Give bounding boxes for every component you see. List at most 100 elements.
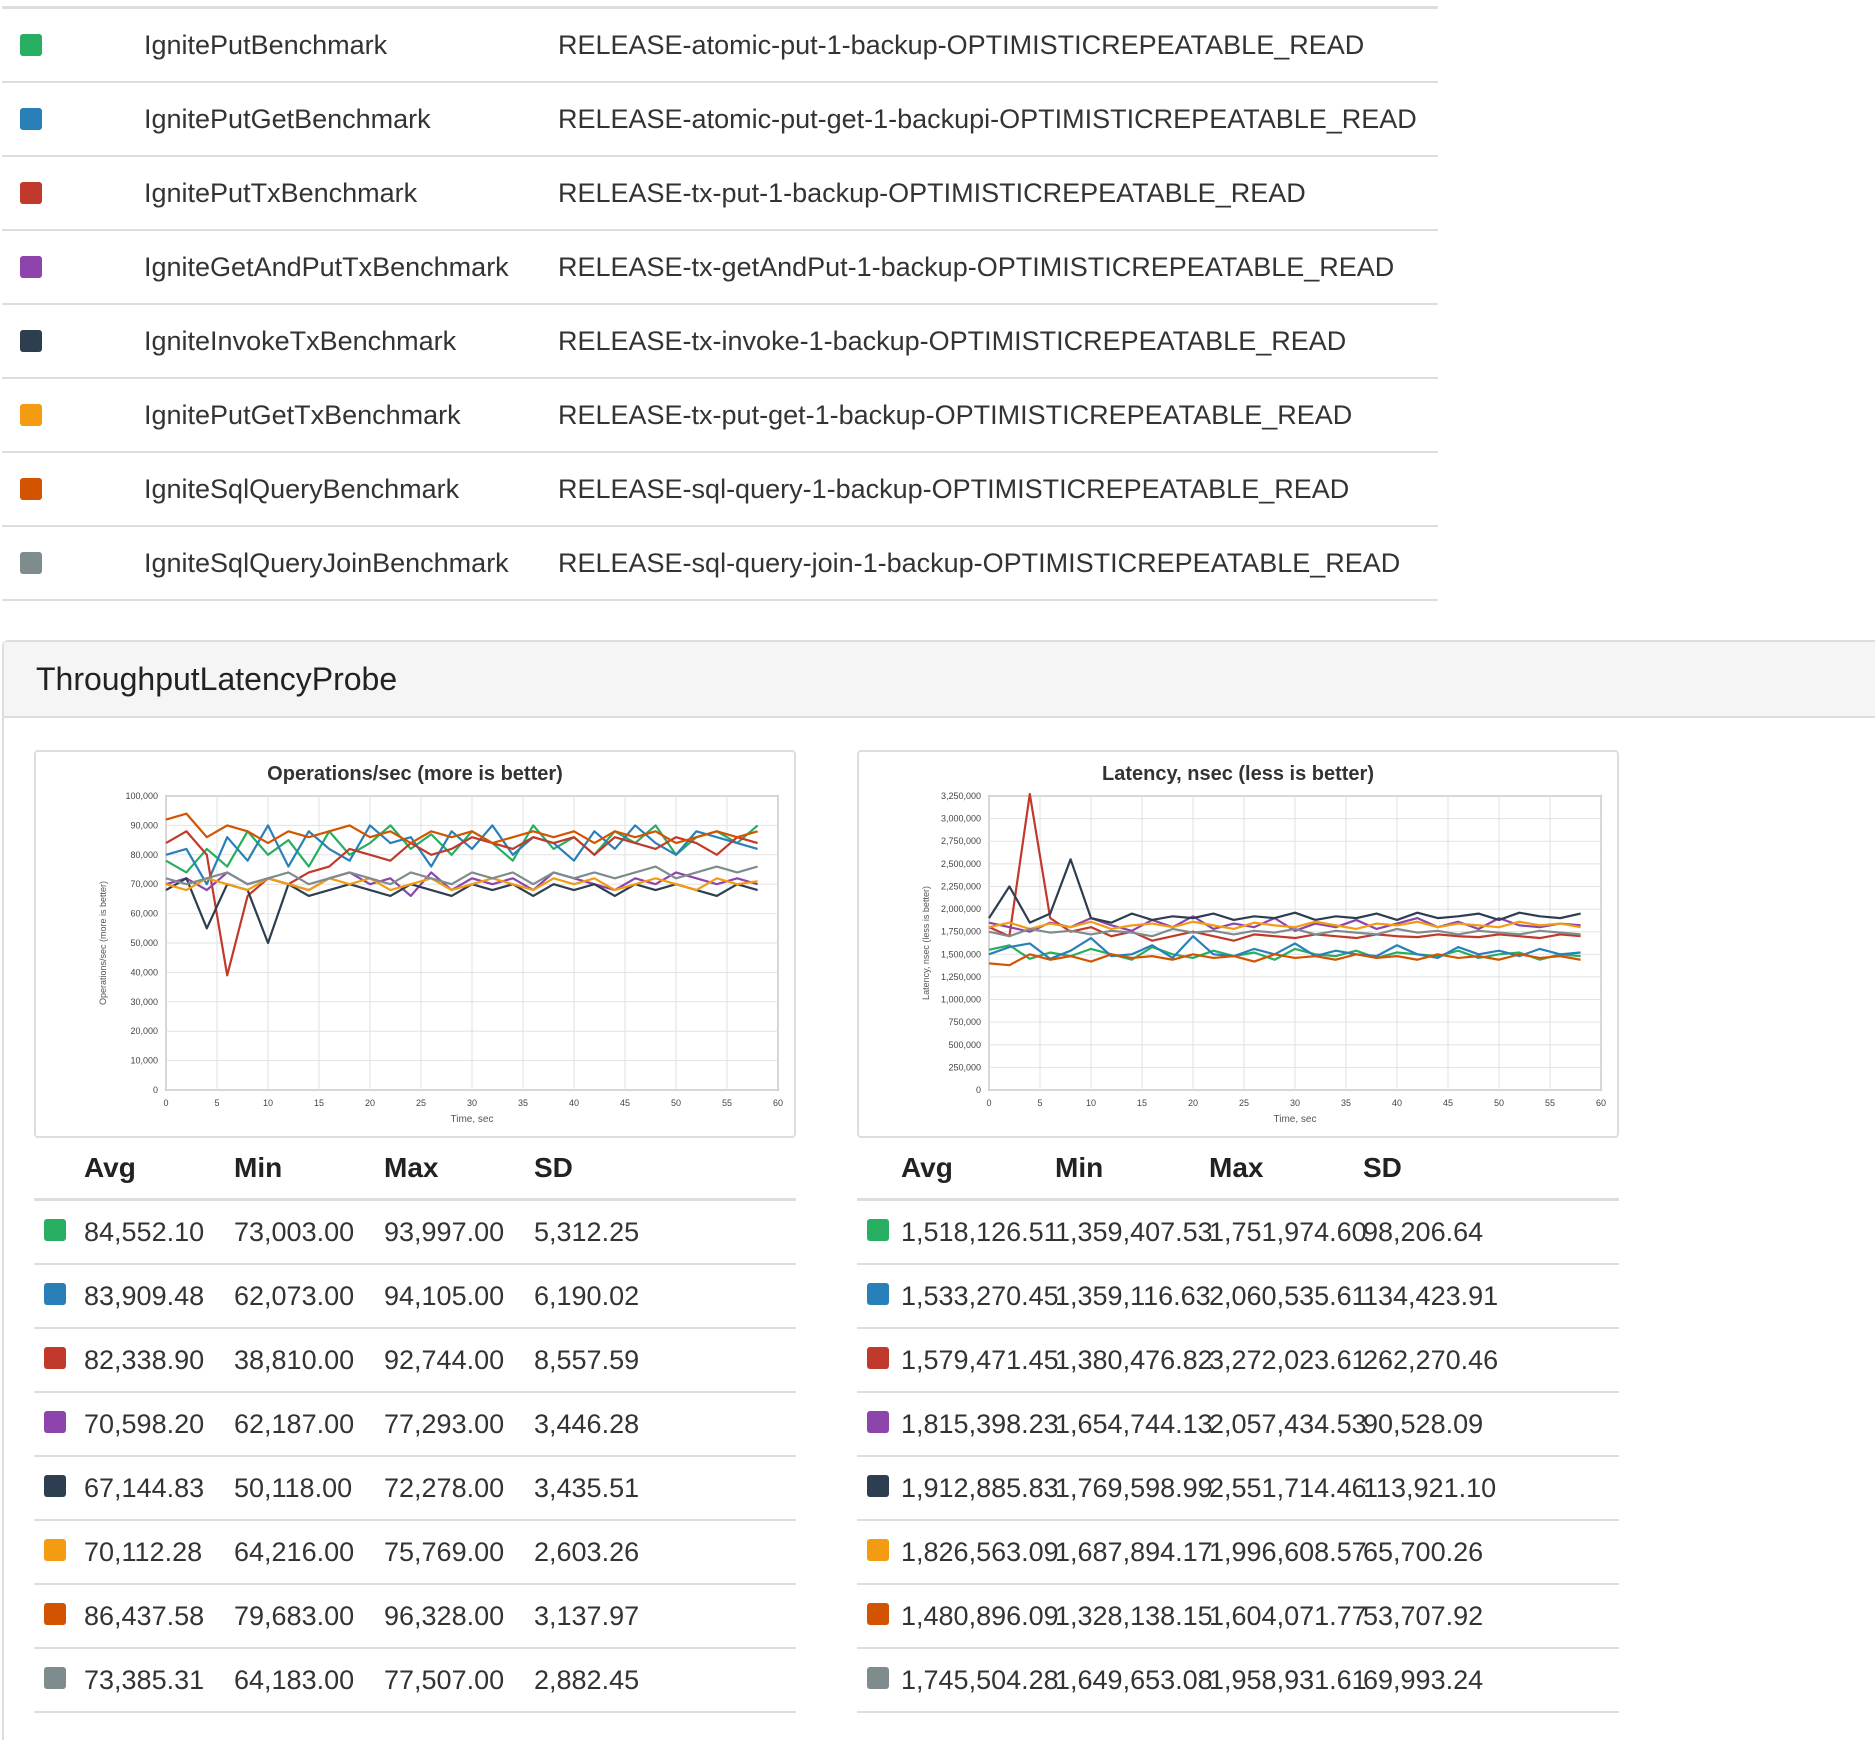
operations-stats-table: Avg Min Max SD 84,552.10 73,003.00 93,997.00 5,… — [34, 1138, 796, 1713]
latency-chart: Latency, nsec (less is better) 0 250,000 50… — [857, 750, 1619, 1138]
color-swatch — [44, 1602, 66, 1625]
stats-header-avg: Avg — [84, 1152, 136, 1183]
y-tick-label: 10,000 — [130, 1056, 158, 1066]
stats-row: 84,552.10 73,003.00 93,997.00 5,312.25 — [34, 1201, 796, 1265]
color-swatch — [44, 1474, 66, 1497]
stats-sd-value: 53,707.92 — [1363, 1600, 1484, 1631]
x-tick-label: 55 — [1545, 1098, 1555, 1108]
y-axis-label: Operations/sec (more is better) — [98, 881, 108, 1005]
stats-min-value: 1,380,476.82 — [1055, 1344, 1213, 1375]
y-tick-label: 60,000 — [130, 909, 158, 919]
y-tick-label: 0 — [976, 1085, 981, 1095]
stats-avg-value: 73,385.31 — [84, 1664, 205, 1695]
x-tick-label: 30 — [1290, 1098, 1300, 1108]
stats-max-value: 1,604,071.77 — [1209, 1600, 1367, 1631]
stats-max-value: 94,105.00 — [384, 1280, 505, 1311]
x-tick-label: 10 — [1086, 1098, 1096, 1108]
chart-title: Operations/sec (more is better) — [267, 763, 563, 785]
swatch-cell — [34, 1345, 84, 1376]
series-line-8 — [165, 865, 758, 886]
series-line-8 — [988, 927, 1581, 938]
stats-row: 1,826,563.09 1,687,894.17 1,996,608.57 65,7… — [857, 1521, 1619, 1585]
color-swatch — [20, 108, 42, 130]
color-swatch — [867, 1282, 889, 1305]
stats-avg-value: 84,552.10 — [84, 1216, 205, 1247]
stats-sd-value: 2,603.26 — [534, 1536, 640, 1567]
color-swatch — [867, 1538, 889, 1561]
swatch-cell — [34, 1409, 84, 1440]
stats-max-value: 77,293.00 — [384, 1408, 505, 1439]
stats-header-row: Avg Min Max SD — [857, 1138, 1619, 1201]
swatch-cell — [34, 1601, 84, 1632]
x-tick-label: 15 — [1137, 1098, 1147, 1108]
y-tick-label: 750,000 — [948, 1017, 981, 1027]
color-swatch — [20, 182, 42, 204]
y-tick-label: 3,250,000 — [941, 791, 981, 801]
stats-sd-value: 3,137.97 — [534, 1600, 640, 1631]
stats-max-value: 92,744.00 — [384, 1344, 505, 1375]
legend-row: IgnitePutGetTxBenchmark RELEASE-tx-put-ge… — [2, 379, 1438, 453]
x-tick-label: 5 — [1037, 1098, 1042, 1108]
operations-chart: Operations/sec (more is better) 0 10,000 20… — [34, 750, 796, 1138]
color-swatch — [20, 256, 42, 278]
stats-avg-value: 1,533,270.45 — [901, 1280, 1059, 1311]
stats-sd-value: 3,446.28 — [534, 1408, 640, 1439]
stats-max-value: 96,328.00 — [384, 1600, 505, 1631]
stats-header-min: Min — [234, 1152, 283, 1183]
stats-sd-value: 5,312.25 — [534, 1216, 640, 1247]
y-tick-label: 1,000,000 — [941, 995, 981, 1005]
x-tick-label: 40 — [569, 1098, 579, 1108]
series-line-3 — [988, 792, 1581, 942]
x-tick-label: 15 — [314, 1098, 324, 1108]
stats-sd-value: 98,206.64 — [1363, 1216, 1484, 1247]
stats-avg-value: 1,480,896.09 — [901, 1600, 1059, 1631]
stats-min-value: 79,683.00 — [234, 1600, 355, 1631]
stats-avg-value: 70,598.20 — [84, 1408, 205, 1439]
legend-row: IgnitePutGetBenchmark RELEASE-atomic-put-… — [2, 83, 1438, 157]
stats-sd-value: 69,993.24 — [1363, 1664, 1484, 1695]
y-tick-label: 30,000 — [130, 997, 158, 1007]
color-swatch — [867, 1346, 889, 1369]
legend-row: IgniteGetAndPutTxBenchmark RELEASE-tx-get… — [2, 231, 1438, 305]
x-tick-label: 35 — [1341, 1098, 1351, 1108]
stats-row: 1,745,504.28 1,649,653.08 1,958,931.61 69,9… — [857, 1649, 1619, 1713]
y-tick-label: 80,000 — [130, 850, 158, 860]
x-tick-label: 35 — [518, 1098, 528, 1108]
color-swatch — [44, 1346, 66, 1369]
stats-min-value: 1,359,116.63 — [1055, 1280, 1211, 1311]
color-swatch — [20, 330, 42, 352]
color-swatch — [44, 1218, 66, 1241]
y-tick-label: 1,750,000 — [941, 927, 981, 937]
stats-min-value: 1,687,894.17 — [1055, 1536, 1213, 1567]
x-tick-label: 0 — [986, 1098, 991, 1108]
y-tick-label: 1,500,000 — [941, 949, 981, 959]
swatch-cell — [34, 1537, 84, 1568]
color-swatch — [20, 34, 42, 56]
stats-row: 1,518,126.51 1,359,407.53 1,751,974.60 98,2… — [857, 1201, 1619, 1265]
benchmark-config: RELEASE-sql-query-join-1-backup-OPTIMIST… — [558, 547, 1401, 578]
swatch-cell — [34, 1665, 84, 1696]
stats-sd-value: 2,882.45 — [534, 1664, 640, 1695]
stats-max-value: 77,507.00 — [384, 1664, 505, 1695]
stats-avg-value: 1,912,885.83 — [901, 1472, 1059, 1503]
benchmark-name: IgnitePutBenchmark — [144, 29, 388, 60]
swatch-cell — [857, 1473, 901, 1504]
stats-max-value: 3,272,023.61 — [1209, 1344, 1367, 1375]
benchmark-name: IgniteGetAndPutTxBenchmark — [144, 251, 509, 282]
series-line-5 — [165, 877, 758, 945]
y-tick-label: 2,750,000 — [941, 836, 981, 846]
stats-header-sd: SD — [534, 1152, 573, 1183]
swatch-cell — [34, 1217, 84, 1248]
stats-row: 1,912,885.83 1,769,598.99 2,551,714.46 113,… — [857, 1457, 1619, 1521]
stats-sd-value: 90,528.09 — [1363, 1408, 1484, 1439]
swatch-cell — [857, 1217, 901, 1248]
stats-sd-value: 6,190.02 — [534, 1280, 640, 1311]
x-tick-label: 55 — [722, 1098, 732, 1108]
benchmark-config: RELEASE-atomic-put-get-1-backupi-OPTIMIS… — [558, 103, 1417, 134]
series-line-2 — [988, 935, 1581, 960]
y-tick-label: 2,250,000 — [941, 881, 981, 891]
x-tick-label: 20 — [365, 1098, 375, 1108]
series-line-4 — [988, 915, 1581, 933]
x-tick-label: 45 — [1443, 1098, 1453, 1108]
color-swatch — [867, 1474, 889, 1497]
